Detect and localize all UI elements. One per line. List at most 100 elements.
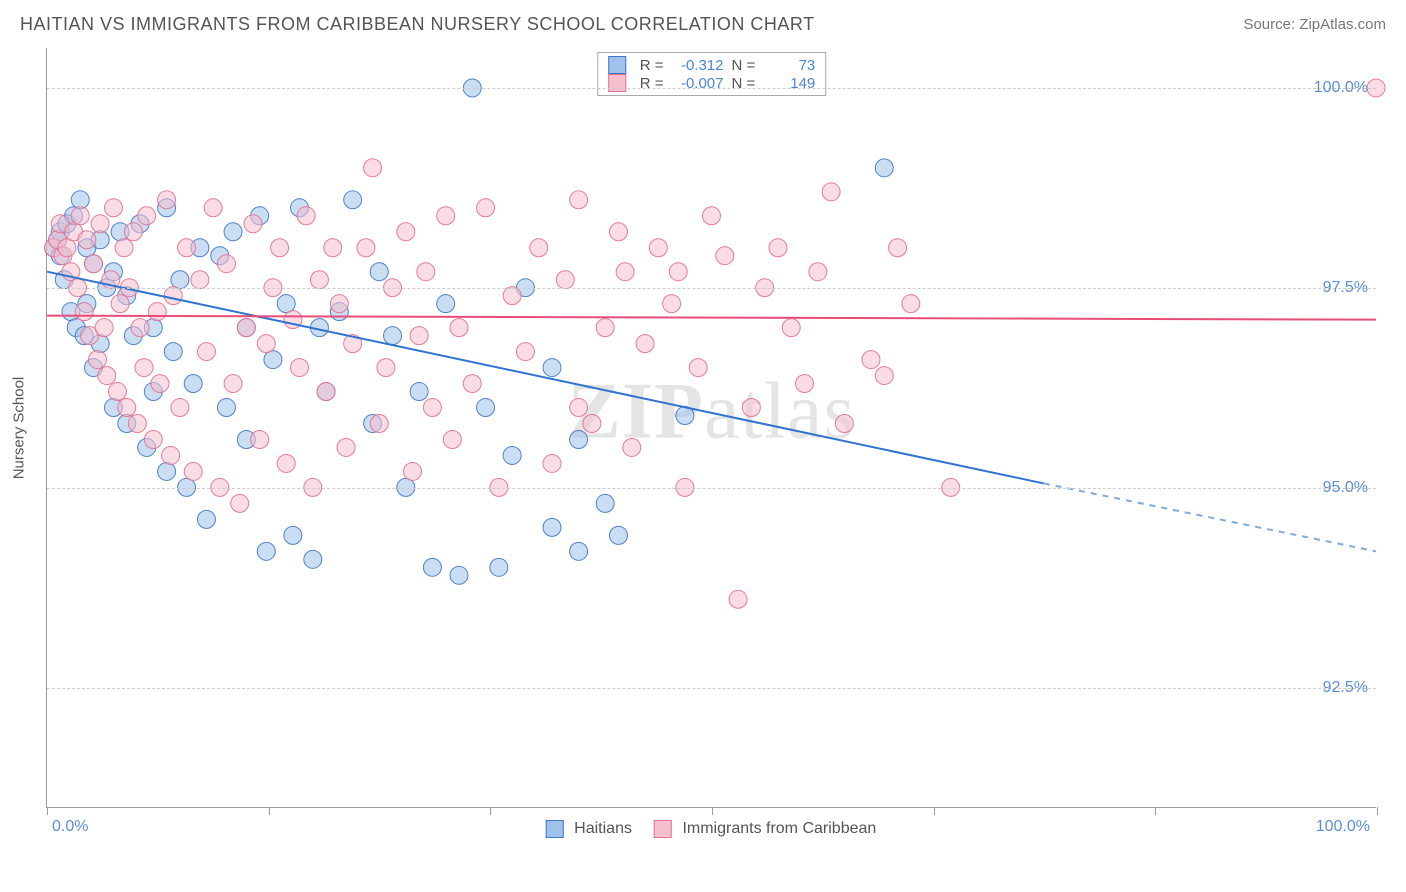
- y-tick-label: 100.0%: [1314, 79, 1368, 97]
- data-point-caribbean: [556, 271, 574, 289]
- data-point-caribbean: [171, 399, 189, 417]
- data-point-caribbean: [875, 367, 893, 385]
- series-legend: Haitians Immigrants from Caribbean: [546, 820, 877, 838]
- data-point-caribbean: [204, 199, 222, 217]
- data-point-caribbean: [450, 319, 468, 337]
- data-point-haitians: [184, 375, 202, 393]
- data-point-caribbean: [902, 295, 920, 313]
- data-point-caribbean: [782, 319, 800, 337]
- chart-title: HAITIAN VS IMMIGRANTS FROM CARIBBEAN NUR…: [20, 14, 815, 35]
- data-point-caribbean: [516, 343, 534, 361]
- data-point-caribbean: [337, 438, 355, 456]
- legend-item-caribbean: Immigrants from Caribbean: [654, 820, 876, 838]
- data-point-caribbean: [75, 303, 93, 321]
- data-point-caribbean: [636, 335, 654, 353]
- data-point-haitians: [437, 295, 455, 313]
- data-point-caribbean: [822, 183, 840, 201]
- data-point-caribbean: [184, 462, 202, 480]
- data-point-caribbean: [796, 375, 814, 393]
- data-point-haitians: [158, 462, 176, 480]
- data-point-caribbean: [324, 239, 342, 257]
- data-point-haitians: [217, 399, 235, 417]
- corr-row-haitians: R = -0.312 N = 73: [608, 56, 816, 74]
- x-tick: [47, 807, 48, 815]
- data-point-haitians: [490, 558, 508, 576]
- data-point-haitians: [71, 191, 89, 209]
- data-point-caribbean: [663, 295, 681, 313]
- data-point-caribbean: [128, 415, 146, 433]
- data-point-caribbean: [443, 430, 461, 448]
- data-point-haitians: [384, 327, 402, 345]
- data-point-caribbean: [463, 375, 481, 393]
- data-point-caribbean: [231, 494, 249, 512]
- data-point-haitians: [570, 430, 588, 448]
- data-point-caribbean: [703, 207, 721, 225]
- data-point-caribbean: [623, 438, 641, 456]
- data-point-caribbean: [357, 239, 375, 257]
- plot-svg: [47, 48, 1376, 807]
- correlation-legend: R = -0.312 N = 73 R = -0.007 N = 149: [597, 52, 827, 96]
- x-tick: [1155, 807, 1156, 815]
- gridline: [47, 488, 1376, 489]
- data-point-caribbean: [297, 207, 315, 225]
- data-point-haitians: [423, 558, 441, 576]
- data-point-caribbean: [115, 239, 133, 257]
- data-point-haitians: [503, 446, 521, 464]
- data-point-caribbean: [91, 215, 109, 233]
- data-point-caribbean: [162, 446, 180, 464]
- plot-area: Nursery School ZIPatlas R = -0.312 N = 7…: [46, 48, 1376, 808]
- x-tick: [1377, 807, 1378, 815]
- data-point-haitians: [570, 542, 588, 560]
- data-point-haitians: [264, 351, 282, 369]
- data-point-caribbean: [649, 239, 667, 257]
- data-point-haitians: [304, 550, 322, 568]
- data-point-caribbean: [609, 223, 627, 241]
- swatch-haitians: [608, 56, 626, 74]
- data-point-haitians: [171, 271, 189, 289]
- data-point-haitians: [197, 510, 215, 528]
- y-tick-label: 92.5%: [1323, 679, 1368, 697]
- data-point-caribbean: [71, 207, 89, 225]
- data-point-caribbean: [570, 399, 588, 417]
- data-point-caribbean: [95, 319, 113, 337]
- data-point-caribbean: [244, 215, 262, 233]
- data-point-haitians: [543, 359, 561, 377]
- n-label: N =: [732, 57, 756, 74]
- data-point-caribbean: [104, 199, 122, 217]
- data-point-haitians: [477, 399, 495, 417]
- gridline: [47, 88, 1376, 89]
- data-point-caribbean: [437, 207, 455, 225]
- data-point-caribbean: [178, 239, 196, 257]
- data-point-caribbean: [257, 335, 275, 353]
- data-point-caribbean: [131, 319, 149, 337]
- data-point-caribbean: [689, 359, 707, 377]
- data-point-caribbean: [410, 327, 428, 345]
- data-point-caribbean: [889, 239, 907, 257]
- x-min-label: 0.0%: [52, 818, 88, 836]
- data-point-caribbean: [271, 239, 289, 257]
- swatch-caribbean: [608, 74, 626, 92]
- data-point-haitians: [596, 494, 614, 512]
- data-point-caribbean: [835, 415, 853, 433]
- x-tick: [712, 807, 713, 815]
- y-axis-label: Nursery School: [11, 376, 28, 479]
- data-point-caribbean: [583, 415, 601, 433]
- data-point-caribbean: [742, 399, 760, 417]
- data-point-caribbean: [291, 359, 309, 377]
- data-point-caribbean: [158, 191, 176, 209]
- data-point-caribbean: [503, 287, 521, 305]
- data-point-haitians: [609, 526, 627, 544]
- data-point-caribbean: [144, 430, 162, 448]
- data-point-caribbean: [164, 287, 182, 305]
- data-point-caribbean: [151, 375, 169, 393]
- y-tick-label: 95.0%: [1323, 479, 1368, 497]
- data-point-haitians: [410, 383, 428, 401]
- data-point-caribbean: [224, 375, 242, 393]
- data-point-caribbean: [543, 454, 561, 472]
- legend-swatch-haitians: [546, 820, 564, 838]
- data-point-haitians: [277, 295, 295, 313]
- data-point-haitians: [257, 542, 275, 560]
- data-point-caribbean: [277, 454, 295, 472]
- data-point-caribbean: [669, 263, 687, 281]
- source-attribution: Source: ZipAtlas.com: [1243, 16, 1386, 33]
